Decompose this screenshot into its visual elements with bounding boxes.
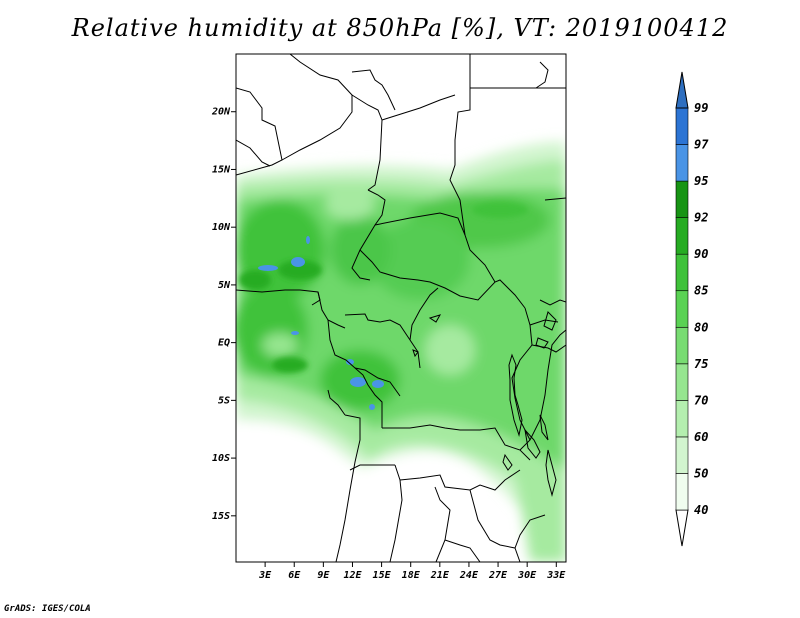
lat-tick-label: 10N <box>212 222 231 233</box>
lat-tick-label: 10S <box>212 453 230 464</box>
lat-tick-label: EQ <box>218 338 230 349</box>
colorbar-box <box>675 473 689 511</box>
lon-tick-label: 24E <box>459 570 479 581</box>
lon-tick-label: 27E <box>488 570 508 581</box>
colorbar-box <box>675 363 689 401</box>
lon-tick-label: 3E <box>258 570 272 581</box>
lon-tick-label: 18E <box>402 570 421 581</box>
colorbar-label: 95 <box>694 174 708 188</box>
lon-tick-label: 12E <box>343 570 362 581</box>
lat-tick-label: 15S <box>212 511 230 522</box>
latitude-axis: 20N 15N 10N 5N EQ 5S 10S 15S <box>211 107 236 522</box>
colorbar-upper-triangle <box>675 71 689 109</box>
software-credit: GrADS: IGES/COLA <box>4 604 91 614</box>
colorbar-box <box>675 180 689 218</box>
colorbar-label: 80 <box>694 320 708 334</box>
colorbar: 40 50 60 70 75 80 85 90 92 95 97 99 <box>675 71 709 547</box>
longitude-axis: 3E 6E 9E 12E 15E 18E 21E 24E 27E 30E 33E <box>258 562 566 581</box>
colorbar-label: 85 <box>694 284 708 298</box>
colorbar-box <box>675 253 689 292</box>
humidity-field <box>236 141 566 562</box>
plot-frame <box>235 53 567 563</box>
saturation-spots <box>258 236 384 410</box>
map-title: Relative humidity at 850hPa [%], VT: 201… <box>71 14 729 42</box>
lon-tick-label: 21E <box>430 570 450 581</box>
lat-tick-label: 15N <box>212 164 231 175</box>
lat-tick-label: 5N <box>218 280 231 291</box>
lon-tick-label: 15E <box>373 570 392 581</box>
lon-tick-label: 33E <box>546 570 566 581</box>
colorbar-label: 97 <box>694 138 709 152</box>
colorbar-box <box>675 436 689 474</box>
colorbar-label: 50 <box>694 466 708 480</box>
lat-tick-label: 5S <box>218 395 230 406</box>
lake-outlines <box>412 311 557 497</box>
country-borders <box>236 54 566 562</box>
colorbar-box <box>675 217 689 255</box>
colorbar-label: 92 <box>694 211 708 225</box>
colorbar-label: 60 <box>694 430 708 444</box>
colorbar-label: 90 <box>694 247 708 261</box>
colorbar-lower-triangle <box>675 509 689 547</box>
colorbar-label: 70 <box>694 393 708 407</box>
colorbar-label: 75 <box>694 357 708 371</box>
colorbar-box <box>675 144 689 182</box>
colorbar-label: 40 <box>694 503 708 517</box>
lon-tick-label: 30E <box>517 570 537 581</box>
colorbar-label: 99 <box>694 101 708 115</box>
colorbar-box <box>675 290 689 328</box>
colorbar-box <box>675 400 689 438</box>
lat-tick-label: 20N <box>211 107 231 118</box>
colorbar-box <box>675 107 689 145</box>
colorbar-box <box>675 326 689 365</box>
lon-tick-label: 9E <box>317 570 330 581</box>
lon-tick-label: 6E <box>288 570 301 581</box>
